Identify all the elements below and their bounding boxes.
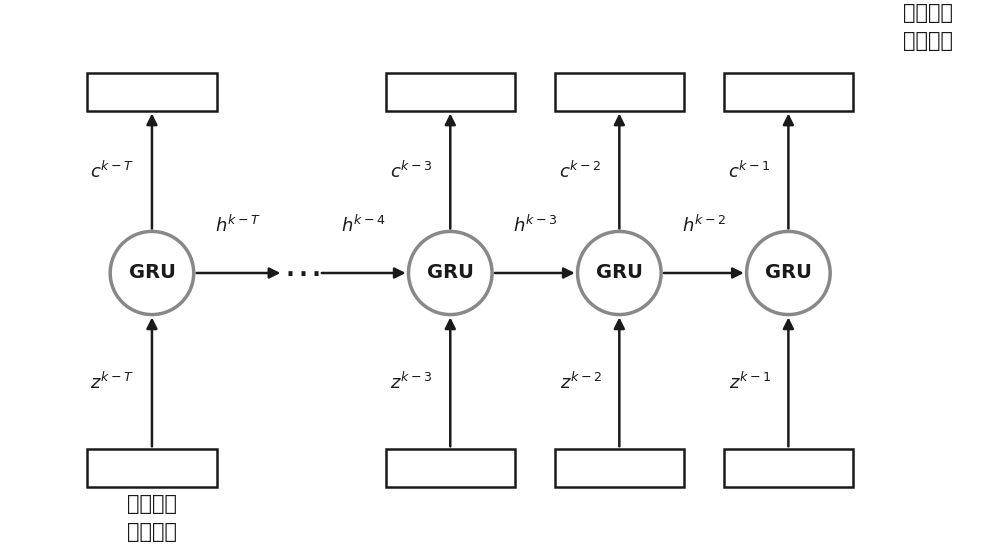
- Bar: [724, 449, 853, 487]
- Text: GRU: GRU: [129, 263, 175, 282]
- Text: $z^{k-T}$: $z^{k-T}$: [90, 371, 134, 392]
- Text: GRU: GRU: [427, 263, 474, 282]
- Text: $h^{k-4}$: $h^{k-4}$: [341, 214, 386, 235]
- Bar: [87, 73, 217, 111]
- Ellipse shape: [409, 232, 492, 314]
- Bar: [555, 449, 684, 487]
- Bar: [724, 73, 853, 111]
- Text: GRU: GRU: [765, 263, 812, 282]
- Text: $\cdots$: $\cdots$: [283, 254, 319, 292]
- Text: 加权空间
特征向量: 加权空间 特征向量: [127, 494, 177, 542]
- Text: $h^{k-3}$: $h^{k-3}$: [513, 214, 557, 235]
- Text: 时空特征
编码向量: 时空特征 编码向量: [903, 3, 953, 51]
- Bar: [87, 449, 217, 487]
- Text: $z^{k-3}$: $z^{k-3}$: [390, 371, 432, 392]
- Ellipse shape: [578, 232, 661, 314]
- Text: $c^{k-2}$: $c^{k-2}$: [559, 160, 601, 181]
- Ellipse shape: [747, 232, 830, 314]
- Text: $z^{k-2}$: $z^{k-2}$: [560, 371, 601, 392]
- Text: $c^{k-1}$: $c^{k-1}$: [728, 160, 770, 181]
- Text: $h^{k-T}$: $h^{k-T}$: [215, 214, 262, 235]
- Text: $z^{k-1}$: $z^{k-1}$: [729, 371, 770, 392]
- Bar: [555, 73, 684, 111]
- Bar: [386, 73, 515, 111]
- Text: $c^{k-T}$: $c^{k-T}$: [90, 160, 134, 181]
- Text: GRU: GRU: [596, 263, 643, 282]
- Text: $h^{k-2}$: $h^{k-2}$: [682, 214, 726, 235]
- Ellipse shape: [110, 232, 194, 314]
- Bar: [386, 449, 515, 487]
- Text: $c^{k-3}$: $c^{k-3}$: [390, 160, 432, 181]
